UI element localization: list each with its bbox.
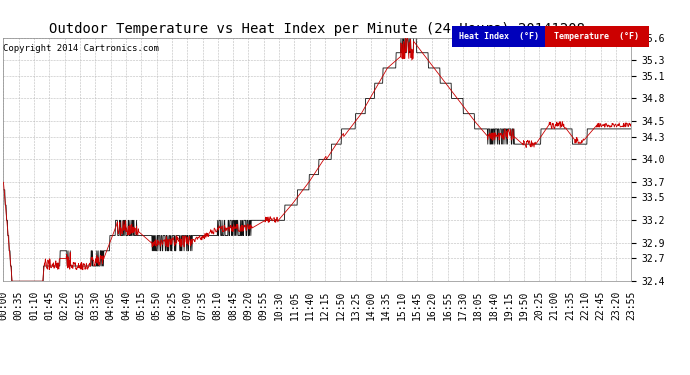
Title: Outdoor Temperature vs Heat Index per Minute (24 Hours) 20141208: Outdoor Temperature vs Heat Index per Mi… xyxy=(50,22,585,36)
Text: Copyright 2014 Cartronics.com: Copyright 2014 Cartronics.com xyxy=(3,44,159,52)
Text: Heat Index  (°F): Heat Index (°F) xyxy=(459,32,538,41)
Text: Temperature  (°F): Temperature (°F) xyxy=(554,32,640,41)
